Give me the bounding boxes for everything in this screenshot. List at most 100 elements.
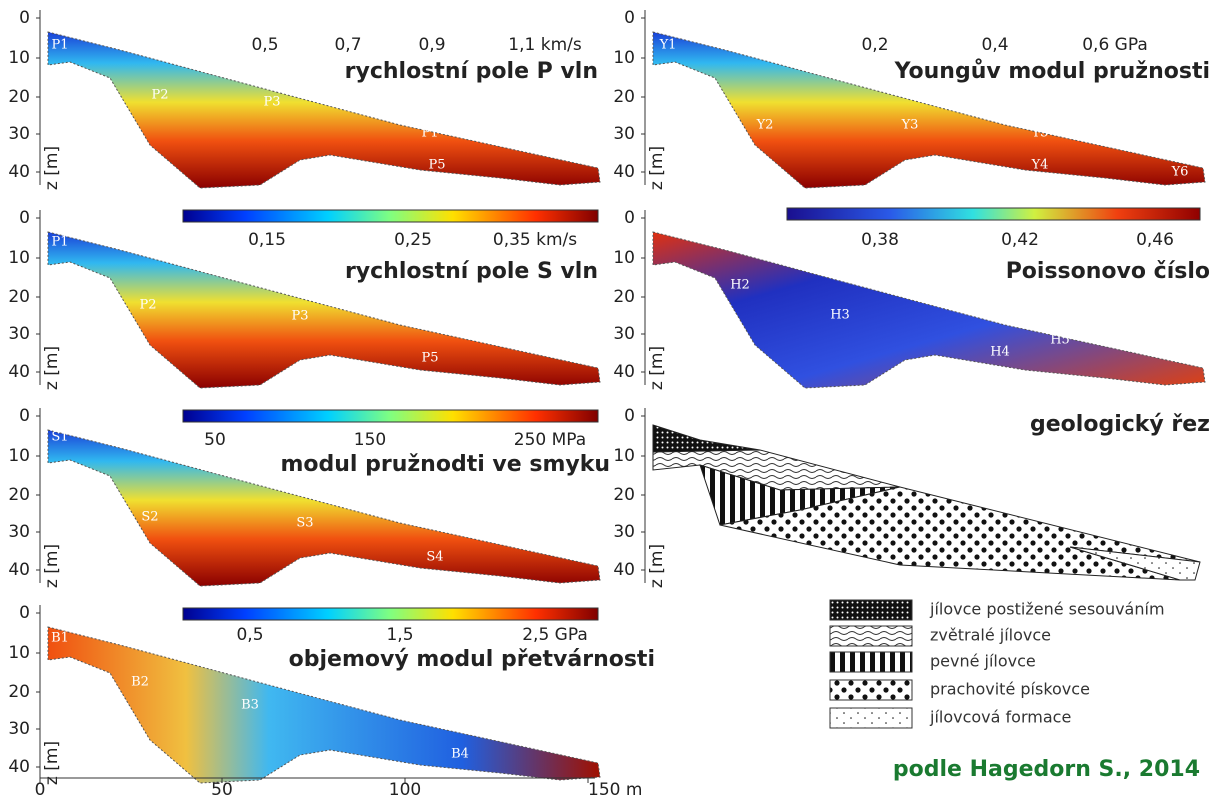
zone-label: S2 xyxy=(141,510,158,525)
depth-axis-label: z [m] xyxy=(42,346,62,390)
depth-tick-label: 20 xyxy=(8,682,30,702)
scale-label: 0,38 xyxy=(861,230,899,250)
scale-label: 1,5 xyxy=(386,625,413,645)
depth-tick-label: 30 xyxy=(8,324,30,344)
depth-tick-label: 30 xyxy=(8,719,30,739)
panel-title: Poissonovo číslo xyxy=(1006,259,1210,284)
depth-tick-label: 30 xyxy=(613,522,635,542)
zone-label: P1* xyxy=(203,245,227,260)
zone-label: Y1* xyxy=(815,53,840,68)
zone-label: P1 xyxy=(421,126,438,141)
scale-label: 150 xyxy=(354,430,386,450)
depth-tick-label: 20 xyxy=(8,485,30,505)
scale-label: 0,6 GPa xyxy=(1082,35,1148,55)
depth-tick-label: 0 xyxy=(19,8,30,28)
panel-title: objemový modul přetvárnosti xyxy=(289,647,655,672)
scale-label: 0,35 km/s xyxy=(493,230,577,250)
legend-swatch xyxy=(829,599,913,621)
panel: 0 10 20 30 40 z [m] xyxy=(613,208,1206,390)
depth-tick-label: 20 xyxy=(613,287,635,307)
depth-tick-label: 0 xyxy=(624,406,635,426)
zone-label: P2 xyxy=(151,88,168,103)
colorbar xyxy=(182,209,599,223)
depth-tick-label: 30 xyxy=(8,124,30,144)
depth-tick-label: 20 xyxy=(8,87,30,107)
credit: podle Hagedorn S., 2014 xyxy=(893,757,1200,782)
panel: 0 10 20 30 40 z [m] xyxy=(8,8,601,190)
depth-tick-label: 40 xyxy=(613,162,635,182)
zone-label: P1 xyxy=(51,38,68,53)
depth-axis-label: z [m] xyxy=(42,741,62,785)
scale-label: 1,1 km/s xyxy=(508,35,582,55)
scale-label: 0,5 xyxy=(236,625,263,645)
legend-swatch xyxy=(829,625,913,647)
zone-label: S5 xyxy=(426,515,443,530)
legend-label: pevné jílovce xyxy=(930,652,1036,671)
zone-label: P3 xyxy=(263,95,280,110)
scale-label: 0,7 xyxy=(334,35,361,55)
distance-tick-label: 0 xyxy=(35,780,46,799)
zone-label: B1 xyxy=(51,631,69,646)
depth-axis-label: z [m] xyxy=(647,544,667,588)
zone-label: P5 xyxy=(428,158,445,173)
panel: 0 10 20 30 40 z [m] xyxy=(613,406,667,588)
scale-label: 0,42 xyxy=(1001,230,1039,250)
depth-tick-label: 0 xyxy=(19,603,30,623)
legend-label: zvětralé jílovce xyxy=(930,626,1051,645)
depth-tick-label: 10 xyxy=(613,248,635,268)
zone-label: H2 xyxy=(730,278,750,293)
depth-tick-label: 10 xyxy=(613,446,635,466)
panel: 0 10 20 30 40 z [m] xyxy=(8,208,601,390)
section xyxy=(47,31,601,189)
section xyxy=(47,429,601,587)
depth-tick-label: 0 xyxy=(624,208,635,228)
depth-tick-label: 30 xyxy=(8,522,30,542)
scale-label: 0,4 xyxy=(981,35,1008,55)
section xyxy=(47,231,601,389)
panel-title: rychlostní pole P vln xyxy=(345,59,598,84)
zone-label: Y5 xyxy=(1031,126,1049,141)
depth-tick-label: 30 xyxy=(613,124,635,144)
depth-tick-label: 0 xyxy=(19,208,30,228)
section xyxy=(652,231,1206,389)
distance-tick-label: 50 xyxy=(211,780,233,799)
depth-axis-label: z [m] xyxy=(42,544,62,588)
scale-label: 0,5 xyxy=(251,35,278,55)
depth-axis-label: z [m] xyxy=(647,146,667,190)
scale-label: 0,9 xyxy=(418,35,445,55)
panel-title: rychlostní pole S vln xyxy=(345,259,598,284)
scale-label: 250 MPa xyxy=(514,430,586,450)
panel-title: Youngův modul pružnosti xyxy=(894,59,1210,84)
panel: 0 10 20 30 40 z [m] xyxy=(8,603,601,785)
zone-label: P3 xyxy=(291,309,308,324)
panel: 0 10 20 30 40 z [m] xyxy=(8,406,601,588)
depth-tick-label: 20 xyxy=(8,287,30,307)
zone-label: Y1 xyxy=(659,38,677,53)
depth-tick-label: 30 xyxy=(613,324,635,344)
scale-label: 0,25 xyxy=(394,230,432,250)
panel-title: modul pružnodti ve smyku xyxy=(280,452,610,477)
section xyxy=(47,626,601,784)
depth-tick-label: 20 xyxy=(613,87,635,107)
legend-swatch xyxy=(829,651,913,673)
scale-label: 0,46 xyxy=(1136,230,1174,250)
depth-tick-label: 20 xyxy=(613,485,635,505)
depth-tick-label: 10 xyxy=(613,48,635,68)
zone-label: S1 xyxy=(51,430,68,445)
zone-label: B2 xyxy=(131,675,149,690)
zone-label: Y6 xyxy=(1171,165,1189,180)
distance-tick-label: 150 m xyxy=(588,780,642,799)
depth-tick-label: 40 xyxy=(613,362,635,382)
zone-label: B4 xyxy=(451,747,469,762)
depth-tick-label: 40 xyxy=(8,162,30,182)
zone-label: H3 xyxy=(830,308,850,323)
colorbar xyxy=(182,607,599,621)
legend-swatch xyxy=(829,679,913,701)
depth-tick-label: 0 xyxy=(624,8,635,28)
zone-label: Y3 xyxy=(901,118,919,133)
panel: 0 10 20 30 40 z [m] xyxy=(613,8,1206,190)
zone-label: B3 xyxy=(241,698,259,713)
depth-tick-label: 10 xyxy=(8,48,30,68)
scale-label: 0,15 xyxy=(248,230,286,250)
depth-axis-label: z [m] xyxy=(42,146,62,190)
